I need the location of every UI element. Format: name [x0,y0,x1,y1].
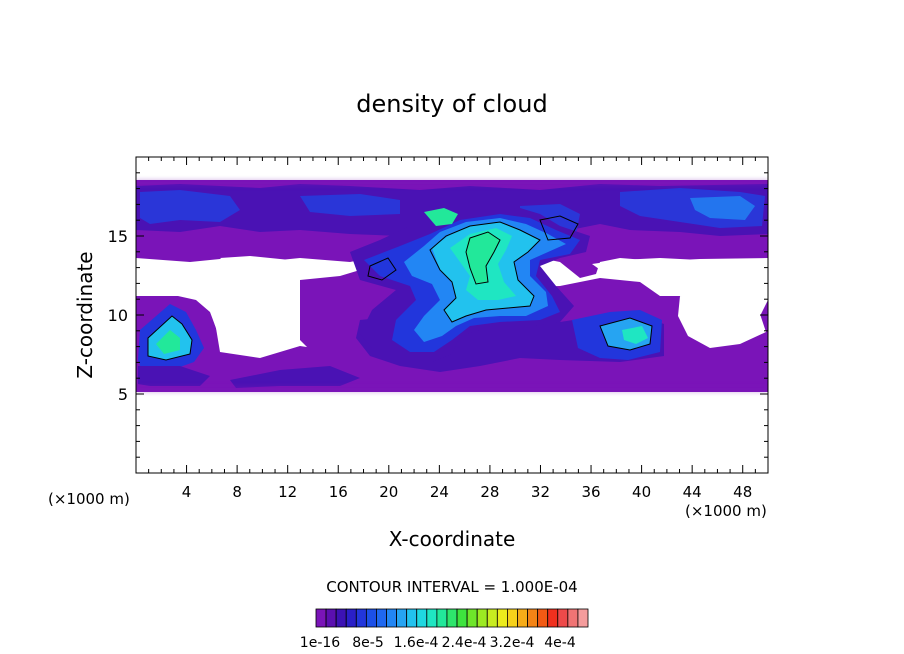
contour-line-left-core [147,315,193,361]
y-axis-label: Z-coordinate [73,251,97,378]
colorbar-swatch [416,608,428,628]
colorbar-swatch [386,608,397,628]
core-green-2 [424,208,458,226]
colorbar-swatch [537,608,549,628]
colorbar-swatch [567,608,579,628]
colorbar-swatch [517,608,528,628]
x-axis-label: X-coordinate [389,527,516,551]
lower-band-green-right-core [622,326,648,344]
contour-interval-text: CONTOUR INTERVAL = 1.000E-04 [326,578,577,596]
colorbar-labels: 1e-16 8e-5 1.6e-4 2.4e-4 3.2e-4 4e-4 [300,635,576,651]
plot-area [136,157,768,473]
x-unit-right: (×1000 m) [685,502,767,520]
chart-title: density of cloud [356,90,547,118]
colorbar-label: 8e-5 [352,635,383,651]
colorbar-label: 3.2e-4 [490,635,535,651]
upper-band-blue-left [140,190,240,224]
colorbar-swatch [376,608,387,628]
y-tick-label: 15 [108,227,128,246]
x-tick-label: 16 [329,483,348,501]
colorbar-label: 1e-16 [300,635,340,651]
colorbar-swatch [456,608,468,628]
mid-white-gap [678,296,766,348]
colorbar [315,608,589,628]
y-tick-label: 5 [118,385,128,404]
upper-band-blue-mid [300,194,400,216]
upper-band-lightblue-right [690,196,755,220]
colorbar-swatch [496,608,508,628]
contour-line-upper-right [539,215,579,241]
colorbar-swatch [577,608,589,628]
x-tick-label: 24 [430,483,449,501]
y-axis-ticks: 5 10 15 [108,172,768,458]
contour-line-core-inner [465,231,501,285]
colorbar-swatch [345,608,357,628]
colorbar-swatch [426,608,438,628]
contour-line-core-outer [429,221,541,323]
x-axis-ticks: 4 8 12 16 20 24 28 32 36 40 44 48 [148,157,756,501]
colorbar-swatch [527,608,539,628]
colorbar-swatch [507,608,518,628]
colorbar-swatch [406,608,418,628]
lower-band-purple [136,296,360,392]
lower-band-purple-left-strip [138,366,210,386]
colorbar-swatch [466,608,478,628]
x-tick-label: 36 [581,483,600,501]
x-tick-label: 40 [632,483,651,501]
colorbar-swatch [355,608,367,628]
x-tick-label: 12 [278,483,297,501]
x-tick-label: 20 [379,483,398,501]
colorbar-swatch [476,608,488,628]
x-tick-label: 28 [480,483,499,501]
colorbar-swatch [436,608,448,628]
contour-line-right-core [599,317,653,351]
colorbar-swatch [486,608,498,628]
colorbar-swatch [547,608,559,628]
core-green [466,232,500,284]
colorbar-swatch [315,608,327,628]
colorbar-swatch [325,608,337,628]
x-unit-left: (×1000 m) [48,490,130,508]
x-tick-label: 32 [531,483,550,501]
colorbar-swatch [335,608,347,628]
lower-band-green-left-core [156,330,180,354]
lower-band-indigo-bottom [230,366,360,388]
left-white-gap [136,262,300,356]
right-white-gap [592,258,768,300]
colorbar-label: 4e-4 [544,635,576,651]
x-tick-label: 48 [733,483,752,501]
x-tick-label: 4 [182,483,192,501]
upper-band-indigo [136,184,768,236]
colorbar-swatch [557,608,569,628]
colorbar-label: 2.4e-4 [442,635,487,651]
colorbar-swatch [396,608,408,628]
x-tick-label: 44 [683,483,702,501]
colorbar-label: 1.6e-4 [394,635,439,651]
x-tick-label: 8 [232,483,242,501]
contour-line-mid [367,257,397,281]
colorbar-swatch [365,608,377,628]
y-tick-label: 10 [108,306,128,325]
colorbar-swatch [446,608,458,628]
